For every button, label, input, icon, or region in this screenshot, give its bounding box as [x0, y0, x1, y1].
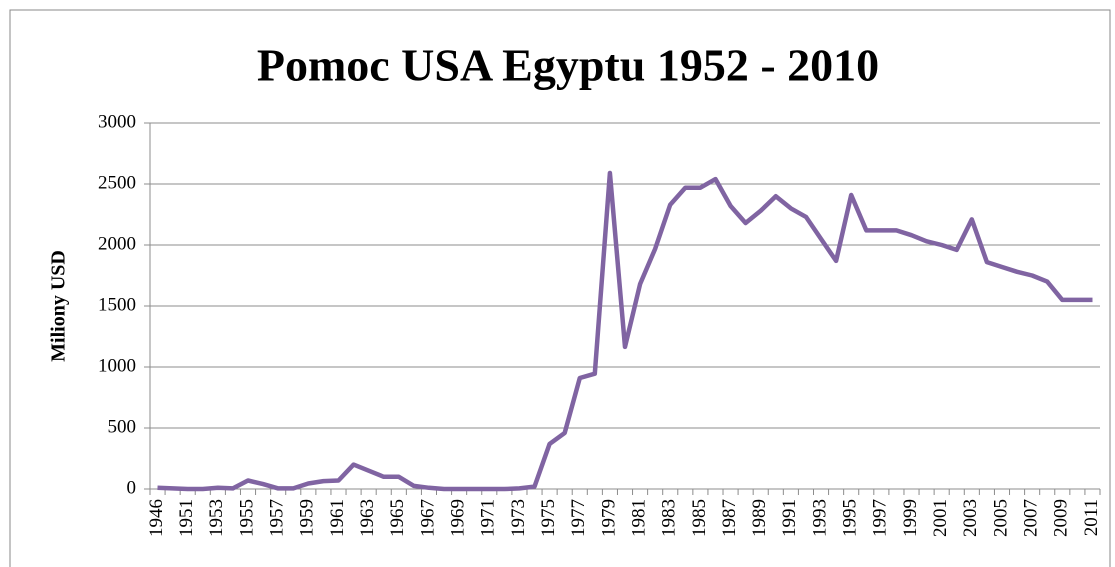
y-tick-label: 0 [127, 477, 137, 498]
y-tick-label: 500 [108, 416, 137, 437]
x-tick-label: 1969 [447, 499, 468, 537]
x-tick-label: 1985 [689, 499, 710, 537]
x-tick-label: 2007 [1021, 499, 1042, 537]
x-tick-label: 1999 [900, 499, 921, 537]
x-tick-label: 1973 [508, 499, 529, 537]
x-tick-label: 2005 [990, 499, 1011, 537]
x-tick-label: 1993 [809, 499, 830, 537]
x-tick-label: 1983 [659, 499, 680, 537]
y-tick-label: 1000 [98, 355, 136, 376]
chart-title: Pomoc USA Egyptu 1952 - 2010 [257, 40, 879, 91]
x-tick-label: 2001 [930, 499, 951, 537]
x-tick-label: 2003 [960, 499, 981, 537]
x-tick-label: 1977 [568, 499, 589, 537]
y-tick-label: 1500 [98, 294, 136, 315]
x-tick-label: 1959 [297, 499, 318, 537]
y-axis-label: Miliony USD [48, 250, 70, 362]
x-tick-label: 1975 [538, 499, 559, 537]
x-tick-label: 1955 [236, 499, 257, 537]
x-tick-label: 1963 [357, 499, 378, 537]
x-tick-label: 1951 [176, 499, 197, 537]
x-tick-label: 1997 [870, 499, 891, 537]
x-tick-label: 1967 [417, 499, 438, 537]
y-tick-label: 2500 [98, 172, 136, 193]
x-tick-label: 1979 [598, 499, 619, 537]
x-tick-label: 1971 [478, 499, 499, 537]
x-tick-label: 1957 [267, 499, 288, 537]
x-tick-label: 1991 [779, 499, 800, 537]
x-tick-label: 1995 [840, 499, 861, 537]
chart-frame [9, 9, 1111, 567]
x-tick-label: 1953 [206, 499, 227, 537]
x-tick-label: 2011 [1081, 499, 1102, 536]
x-tick-label: 2009 [1051, 499, 1072, 537]
x-tick-label: 1961 [327, 499, 348, 537]
x-tick-label: 1987 [719, 499, 740, 537]
x-tick-label: 1989 [749, 499, 770, 537]
x-tick-label: 1946 [146, 499, 167, 537]
x-tick-label: 1981 [628, 499, 649, 537]
y-tick-label: 2000 [98, 233, 136, 254]
data-line [157, 170, 1093, 492]
x-tick-label: 1965 [387, 499, 408, 537]
y-tick-label: 3000 [98, 111, 136, 132]
